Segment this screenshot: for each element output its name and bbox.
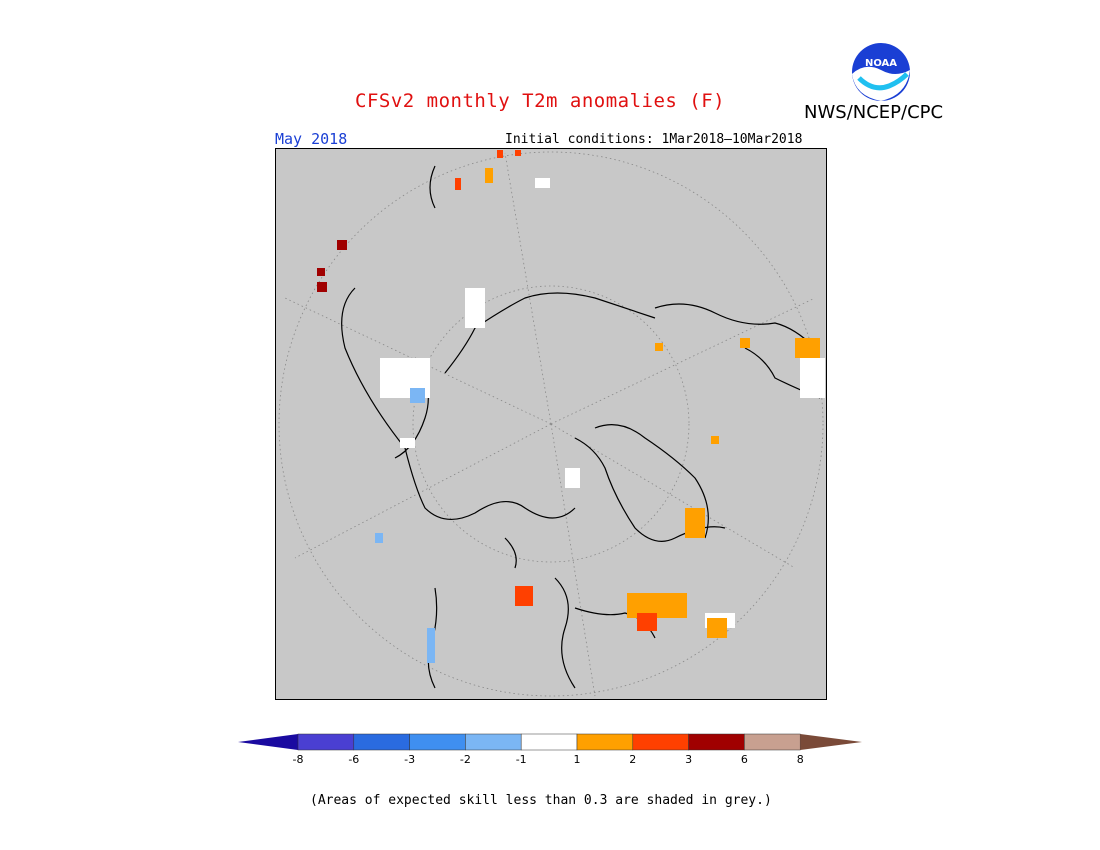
noaa-logo-text: NOAA [865, 58, 897, 69]
skill-note: (Areas of expected skill less than 0.3 a… [310, 793, 772, 808]
anomaly-white-patches [380, 178, 825, 628]
colorbar-tick-label: 2 [629, 753, 637, 766]
colorbar-tick-label: -3 [404, 753, 416, 766]
colorbar-segment [632, 733, 689, 751]
colorbar-tick-label: -6 [348, 753, 360, 766]
colorbar-segment [520, 733, 578, 751]
colorbar-tick-label: -8 [292, 753, 304, 766]
forecast-month: May 2018 [275, 130, 348, 148]
colorbar-left-arrow [238, 734, 298, 750]
coastlines [341, 165, 821, 689]
anomaly-blue-patches [375, 388, 435, 663]
colorbar-tick-label: 6 [740, 753, 748, 766]
colorbar [238, 733, 862, 751]
colorbar-segment [465, 733, 522, 751]
colorbar-tick-label: -2 [459, 753, 471, 766]
anomaly-red-patches [455, 150, 657, 631]
initial-conditions: Initial conditions: 1Mar2018–10Mar2018 [505, 132, 803, 147]
agency-label: NWS/NCEP/CPC [804, 102, 944, 123]
polar-map [275, 148, 827, 700]
graticule [278, 151, 824, 697]
colorbar-segment [409, 733, 466, 751]
colorbar-segments [238, 733, 862, 751]
chart-title: CFSv2 monthly T2m anomalies (F) [355, 90, 726, 112]
colorbar-segment [353, 733, 410, 751]
colorbar-segment [744, 733, 801, 751]
anomaly-darkred-patches [317, 240, 347, 292]
colorbar-tick-label: -1 [515, 753, 527, 766]
colorbar-segment [576, 733, 634, 751]
colorbar-tick-label: 1 [573, 753, 581, 766]
colorbar-tick-label: 8 [796, 753, 804, 766]
colorbar-segment [297, 733, 355, 751]
colorbar-tick-label: 3 [685, 753, 693, 766]
colorbar-segment [688, 733, 745, 751]
colorbar-right-arrow [800, 734, 862, 750]
noaa-logo: NOAA [850, 41, 912, 103]
